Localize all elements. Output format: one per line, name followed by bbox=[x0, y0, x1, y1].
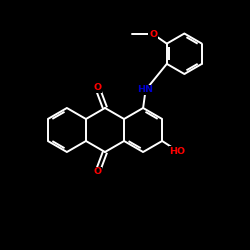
Text: O: O bbox=[149, 30, 157, 39]
Text: HN: HN bbox=[138, 86, 154, 94]
Text: O: O bbox=[94, 168, 102, 176]
Text: O: O bbox=[94, 84, 102, 92]
Text: HO: HO bbox=[170, 146, 186, 156]
